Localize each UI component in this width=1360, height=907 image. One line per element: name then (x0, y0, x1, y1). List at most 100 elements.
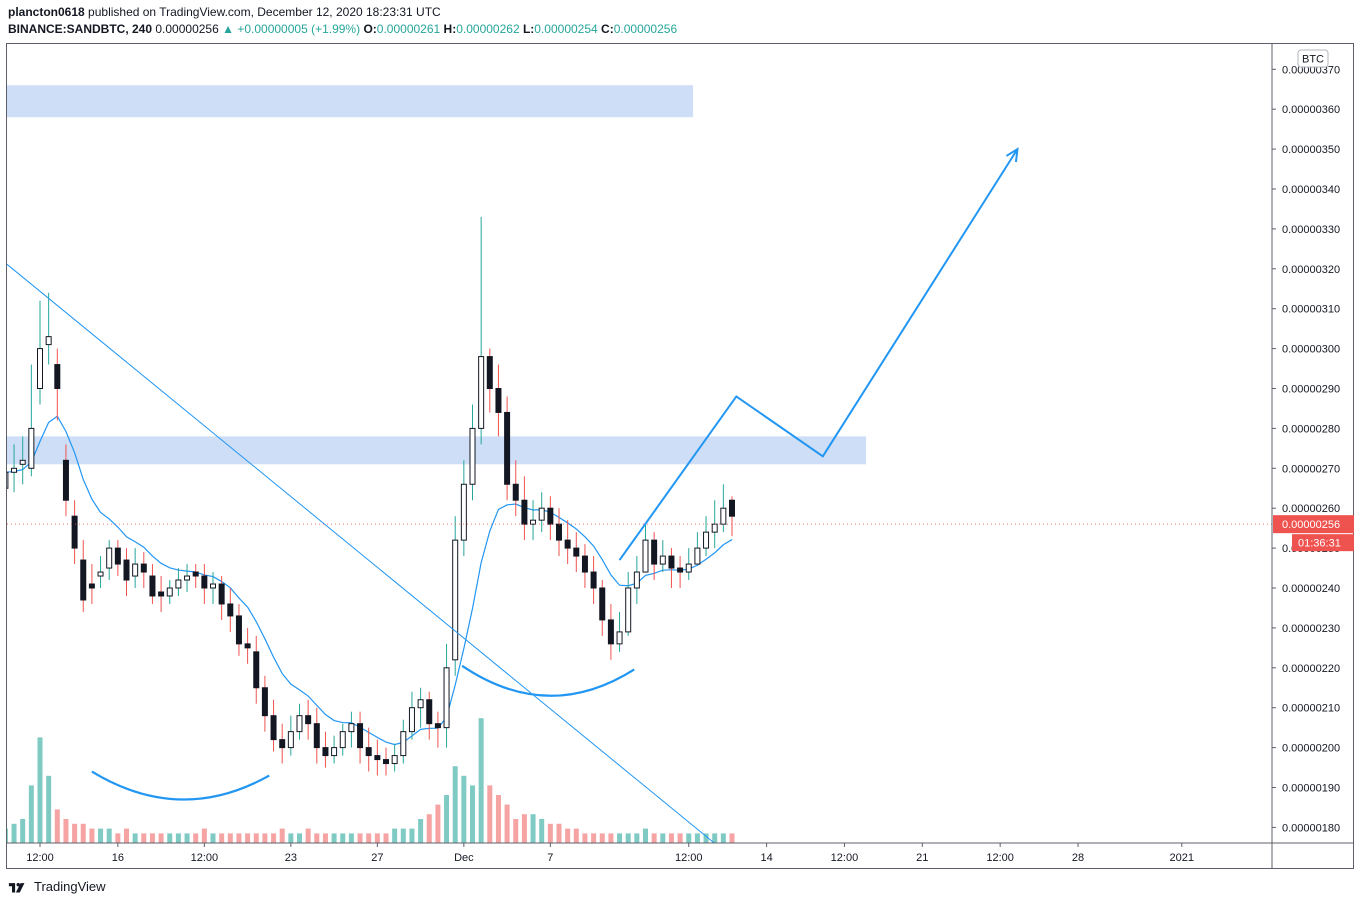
volume-bar (703, 833, 709, 843)
candle-body (97, 571, 104, 577)
candle-body (460, 483, 467, 541)
volume-bar (236, 833, 242, 843)
volume-bar (677, 833, 683, 843)
volume-bar (106, 828, 112, 843)
candle (573, 532, 580, 573)
volume-bar (513, 819, 519, 843)
publish-date: published on TradingView.com, December 1… (88, 5, 441, 19)
low-value: 0.00000254 (534, 22, 598, 36)
candle-body (88, 583, 95, 589)
volume-bar (634, 833, 640, 843)
candle (452, 516, 459, 676)
price-tick-label: 0.00000180 (1282, 822, 1340, 834)
candle-body (28, 427, 35, 469)
volume-bar (89, 828, 95, 843)
volume-bar (20, 819, 26, 843)
candle-body (296, 715, 303, 733)
candle (270, 699, 277, 752)
candle (37, 300, 43, 405)
close-value: 0.00000256 (613, 22, 678, 36)
price-tick-label: 0.00000280 (1282, 423, 1340, 435)
candle-body (711, 523, 718, 533)
volume-bar (651, 833, 657, 843)
candle-body (71, 515, 78, 549)
volume-bar (210, 833, 216, 843)
candle (495, 364, 502, 437)
candle (123, 548, 130, 596)
volume-bar (686, 833, 692, 843)
price-tick-label: 0.00000200 (1282, 743, 1340, 755)
candle (287, 715, 294, 756)
price-tick-label: 0.00000340 (1282, 184, 1340, 196)
candle (443, 643, 450, 748)
candle (383, 747, 389, 776)
candle (235, 603, 242, 656)
price-tick-label: 0.00000260 (1282, 503, 1340, 515)
candle (599, 580, 606, 636)
candle-body (495, 388, 502, 413)
candle-body (564, 539, 571, 549)
candle-body (261, 687, 268, 717)
candle (616, 611, 623, 652)
price-tick-label: 0.00000240 (1282, 583, 1340, 595)
candle (374, 739, 381, 776)
current-price-tag (1273, 515, 1354, 534)
candle (426, 691, 433, 740)
candle (547, 496, 554, 541)
candle-body (530, 519, 537, 525)
candle (521, 476, 528, 541)
price-tick-label: 0.00000350 (1282, 144, 1340, 156)
volume-bar (591, 833, 597, 843)
candle-body (720, 507, 727, 525)
volume-bar (184, 833, 190, 843)
volume-bar (452, 766, 458, 843)
candle-body (625, 587, 632, 633)
author-name[interactable]: plancton0618 (8, 5, 85, 19)
candle-body (37, 348, 43, 390)
volume-bar (470, 785, 475, 843)
candle-body (400, 731, 407, 757)
candle-body (581, 555, 588, 573)
tradingview-logo-icon[interactable] (8, 880, 30, 894)
volume-bar (305, 828, 311, 843)
candle-body (694, 547, 701, 565)
volume-bar (539, 819, 545, 843)
price-tick-label: 0.00000360 (1282, 104, 1340, 116)
candle (19, 436, 26, 485)
candle (175, 568, 182, 596)
price-tick-label: 0.00000310 (1282, 304, 1340, 316)
candle-body (313, 723, 320, 749)
candle (659, 540, 666, 573)
candle-body (417, 699, 424, 709)
candle (140, 552, 147, 588)
volume-bar (201, 828, 207, 843)
candle (192, 564, 199, 588)
candle-body (556, 523, 562, 541)
time-tick-label: 23 (285, 852, 297, 864)
time-tick-label: 12:00 (831, 852, 859, 864)
candle-body (158, 591, 165, 597)
volume-bar (253, 833, 259, 843)
candle-body (469, 427, 476, 485)
candle-body (383, 759, 389, 765)
volume-bar (340, 833, 346, 843)
volume-bar (366, 833, 372, 843)
volume-bar (461, 775, 467, 843)
candle (158, 576, 165, 612)
candle-body (573, 547, 580, 557)
currency-label: BTC (1302, 54, 1324, 66)
candle (530, 500, 537, 541)
volume-bar (478, 718, 484, 843)
candle-body (478, 356, 485, 429)
volume-bar (374, 833, 380, 843)
tradingview-brand[interactable]: TradingView (34, 879, 106, 894)
candle (184, 564, 191, 592)
candle (417, 687, 424, 728)
volume-bar (400, 828, 406, 843)
candle-body (305, 715, 312, 725)
candle-body (599, 587, 606, 621)
volume-bar (322, 833, 328, 843)
candle-body (149, 575, 156, 597)
candle (556, 508, 562, 557)
